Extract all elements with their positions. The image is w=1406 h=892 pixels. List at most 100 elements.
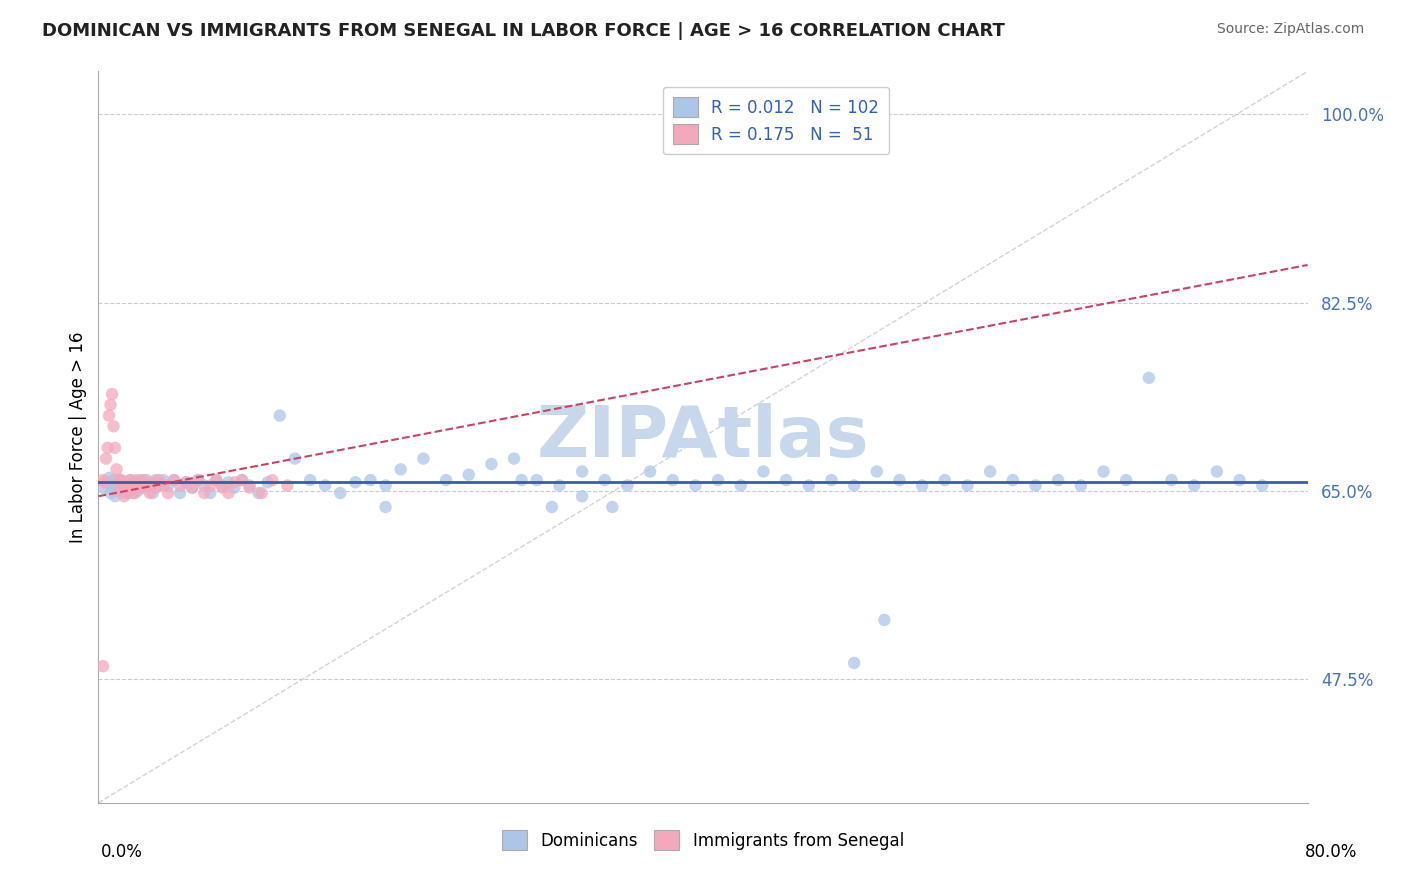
- Point: [142, 475, 165, 490]
- Point: [269, 409, 291, 423]
- Point: [873, 613, 896, 627]
- Point: [231, 473, 253, 487]
- Point: [730, 478, 752, 492]
- Point: [844, 478, 866, 492]
- Point: [224, 481, 246, 495]
- Point: [107, 483, 129, 498]
- Point: [128, 478, 150, 492]
- Point: [120, 473, 142, 487]
- Point: [1047, 473, 1070, 487]
- Point: [1160, 473, 1182, 487]
- Point: [121, 481, 143, 495]
- Point: [707, 473, 730, 487]
- Point: [132, 478, 155, 492]
- Point: [127, 478, 149, 492]
- Point: [114, 475, 136, 490]
- Point: [145, 473, 167, 487]
- Point: [844, 656, 866, 670]
- Point: [122, 486, 145, 500]
- Point: [181, 481, 204, 495]
- Point: [181, 481, 204, 495]
- Point: [169, 478, 191, 492]
- Point: [775, 473, 797, 487]
- Point: [135, 473, 157, 487]
- Point: [135, 478, 157, 492]
- Point: [593, 473, 616, 487]
- Point: [139, 486, 162, 500]
- Point: [752, 465, 775, 479]
- Point: [934, 473, 956, 487]
- Point: [163, 473, 186, 487]
- Point: [360, 473, 382, 487]
- Point: [93, 482, 115, 496]
- Point: [105, 478, 128, 492]
- Point: [457, 467, 479, 482]
- Point: [481, 457, 503, 471]
- Point: [115, 486, 138, 500]
- Y-axis label: In Labor Force | Age > 16: In Labor Force | Age > 16: [69, 331, 87, 543]
- Point: [1001, 473, 1024, 487]
- Point: [526, 473, 548, 487]
- Point: [239, 481, 262, 495]
- Point: [231, 473, 253, 487]
- Point: [956, 478, 979, 492]
- Point: [129, 473, 152, 487]
- Point: [571, 489, 593, 503]
- Point: [540, 500, 562, 514]
- Point: [889, 473, 911, 487]
- Legend: Dominicans, Immigrants from Senegal: Dominicans, Immigrants from Senegal: [492, 820, 914, 860]
- Point: [174, 475, 197, 490]
- Point: [374, 500, 396, 514]
- Point: [1229, 473, 1251, 487]
- Point: [250, 486, 273, 500]
- Point: [118, 478, 141, 492]
- Point: [1137, 371, 1160, 385]
- Point: [139, 478, 162, 492]
- Point: [1251, 478, 1274, 492]
- Point: [91, 659, 114, 673]
- Text: DOMINICAN VS IMMIGRANTS FROM SENEGAL IN LABOR FORCE | AGE > 16 CORRELATION CHART: DOMINICAN VS IMMIGRANTS FROM SENEGAL IN …: [42, 22, 1005, 40]
- Point: [224, 475, 246, 490]
- Point: [156, 478, 179, 492]
- Point: [389, 462, 412, 476]
- Point: [685, 478, 707, 492]
- Point: [104, 441, 127, 455]
- Point: [510, 473, 533, 487]
- Point: [131, 481, 153, 495]
- Point: [205, 473, 228, 487]
- Point: [1024, 478, 1046, 492]
- Point: [169, 486, 191, 500]
- Point: [152, 473, 174, 487]
- Point: [1070, 478, 1092, 492]
- Point: [91, 473, 114, 487]
- Point: [121, 481, 143, 495]
- Point: [200, 486, 222, 500]
- Point: [110, 473, 132, 487]
- Point: [125, 473, 148, 487]
- Point: [108, 483, 131, 498]
- Point: [174, 475, 197, 490]
- Point: [114, 481, 136, 495]
- Point: [120, 473, 142, 487]
- Point: [262, 473, 284, 487]
- Point: [103, 419, 125, 434]
- Point: [205, 473, 228, 487]
- Point: [148, 473, 170, 487]
- Point: [344, 475, 367, 490]
- Point: [124, 475, 146, 490]
- Point: [548, 478, 571, 492]
- Text: ZIPAtlas: ZIPAtlas: [537, 402, 869, 472]
- Point: [100, 486, 122, 500]
- Point: [111, 486, 134, 500]
- Point: [193, 478, 215, 492]
- Point: [105, 462, 128, 476]
- Point: [1182, 478, 1205, 492]
- Point: [284, 451, 307, 466]
- Point: [211, 481, 233, 495]
- Point: [1206, 465, 1229, 479]
- Point: [797, 478, 820, 492]
- Text: Source: ZipAtlas.com: Source: ZipAtlas.com: [1216, 22, 1364, 37]
- Point: [329, 486, 352, 500]
- Point: [112, 489, 135, 503]
- Point: [118, 478, 141, 492]
